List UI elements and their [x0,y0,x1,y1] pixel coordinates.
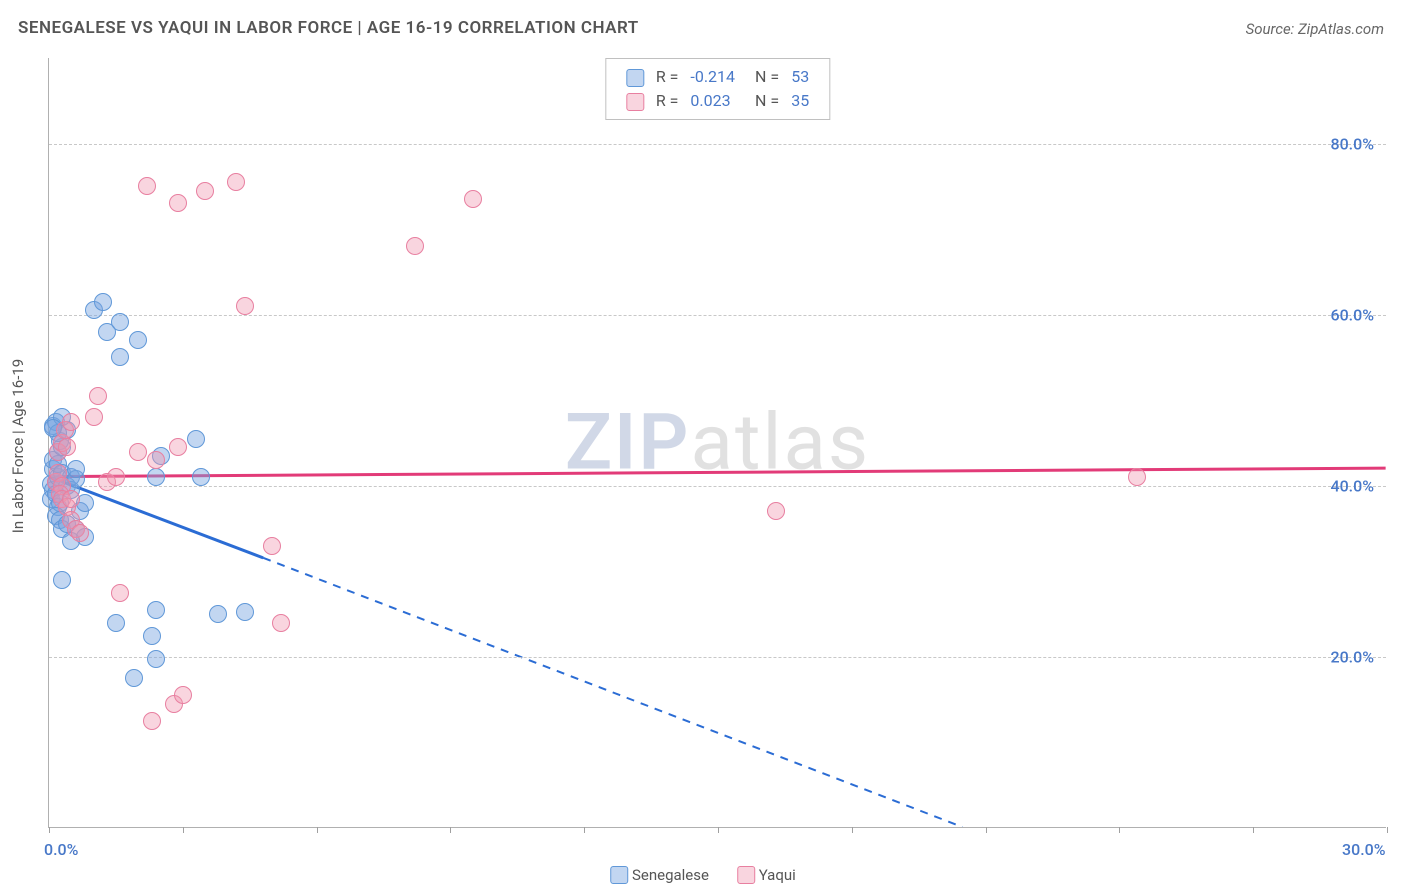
data-point [143,627,161,645]
x-tick [1119,827,1120,833]
data-point [62,413,80,431]
data-point [227,173,245,191]
data-point [111,348,129,366]
gridline [49,315,1386,316]
data-point [236,297,254,315]
data-point [147,650,165,668]
watermark: ZIPatlas [565,397,870,488]
x-tick [1387,827,1388,833]
x-tick [183,827,184,833]
chart-container: SENEGALESE VS YAQUI IN LABOR FORCE | AGE… [0,0,1406,892]
data-point [192,468,210,486]
data-point [107,468,125,486]
data-point [187,430,205,448]
data-point [272,614,290,632]
data-point [169,194,187,212]
data-point [209,605,227,623]
source-label: Source: ZipAtlas.com [1246,20,1384,38]
data-point [111,584,129,602]
data-point [464,190,482,208]
data-point [89,387,107,405]
data-point [147,451,165,469]
x-tick [450,827,451,833]
y-tick-label: 80.0% [1330,134,1374,153]
data-point [111,313,129,331]
y-tick-label: 40.0% [1330,476,1374,495]
correlation-legend: R =-0.214 N =53 R =0.023 N =35 [605,58,830,120]
x-tick [584,827,585,833]
y-tick-label: 20.0% [1330,647,1374,666]
x-tick [852,827,853,833]
x-tick [718,827,719,833]
data-point [147,601,165,619]
data-point [58,438,76,456]
data-point [1128,468,1146,486]
x-tick-label: 30.0% [1342,840,1386,859]
x-tick-label: 0.0% [44,840,78,859]
data-point [143,712,161,730]
data-point [62,490,80,508]
data-point [263,537,281,555]
data-point [53,571,71,589]
data-point [406,237,424,255]
trend-lines [49,58,1386,827]
data-point [125,669,143,687]
series-legend: Senegalese Yaqui [596,864,810,884]
data-point [129,331,147,349]
data-point [169,438,187,456]
gridline [49,144,1386,145]
data-point [767,502,785,520]
x-tick [986,827,987,833]
data-point [138,177,156,195]
x-tick [49,827,50,833]
data-point [67,460,85,478]
data-point [236,603,254,621]
y-axis-label: In Labor Force | Age 16-19 [9,359,27,533]
data-point [71,524,89,542]
data-point [147,468,165,486]
data-point [107,614,125,632]
data-point [94,293,112,311]
data-point [196,182,214,200]
data-point [174,686,192,704]
chart-title: SENEGALESE VS YAQUI IN LABOR FORCE | AGE… [18,18,639,38]
data-point [129,443,147,461]
gridline [49,657,1386,658]
x-tick [317,827,318,833]
data-point [85,408,103,426]
gridline [49,486,1386,487]
x-tick [1253,827,1254,833]
plot-area: ZIPatlas R =-0.214 N =53 R =0.023 N =35 … [48,58,1386,828]
y-tick-label: 60.0% [1330,305,1374,324]
